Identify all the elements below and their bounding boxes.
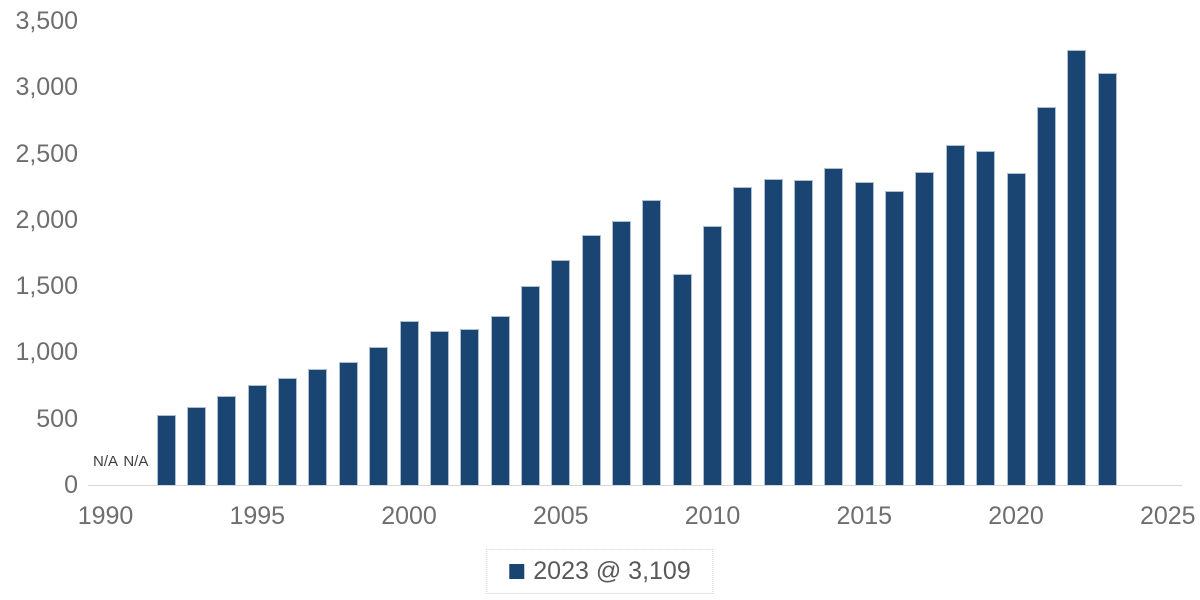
bar-2014: [824, 167, 844, 486]
y-tick-label: 500: [36, 404, 78, 433]
bar-1997: [308, 368, 328, 486]
legend-marker-icon: [509, 564, 525, 579]
legend-label: 2023 @ 3,109: [533, 557, 691, 585]
bar-2005: [551, 259, 571, 486]
bar-2022: [1067, 49, 1087, 486]
bar-2019: [976, 151, 996, 486]
bar-2007: [611, 220, 631, 486]
bar-2000: [399, 320, 419, 486]
bar-2002: [460, 329, 480, 486]
x-tick-label: 1990: [77, 502, 134, 530]
y-tick-label: 2,000: [15, 205, 78, 234]
bar-2004: [520, 286, 540, 486]
bar-2010: [703, 226, 722, 486]
na-data-label: N/A: [123, 453, 149, 470]
x-tick-label: 2010: [684, 502, 741, 530]
x-tick-label: 2000: [381, 502, 437, 530]
y-tick-label: 1,000: [15, 338, 78, 367]
bar-1995: [247, 385, 267, 486]
bar-1992: [156, 414, 176, 486]
bar-2018: [945, 144, 965, 486]
y-tick-label: 1,500: [15, 272, 78, 301]
x-tick-label: 2005: [532, 502, 589, 530]
bar-1999: [369, 346, 389, 486]
y-tick-label: 0: [64, 471, 78, 499]
bar-1994: [217, 395, 237, 486]
bar-2020: [1006, 172, 1026, 486]
x-tick-label: 2015: [836, 502, 893, 530]
legend: 2023 @ 3,109: [486, 549, 714, 594]
bar-2013: [794, 180, 814, 486]
x-tick-label: 1995: [229, 502, 286, 530]
bar-2012: [763, 179, 783, 486]
bar-2008: [642, 199, 662, 486]
x-tick-label: 2025: [1139, 502, 1196, 530]
na-data-label: N/A: [92, 453, 118, 470]
y-tick-label: 2,500: [15, 139, 78, 168]
bar-2003: [490, 315, 510, 486]
y-tick-label: 3,500: [15, 7, 78, 35]
y-tick-label: 3,000: [15, 73, 78, 102]
bar-2011: [733, 187, 753, 486]
bar-2006: [581, 235, 601, 486]
bar-1998: [338, 361, 358, 486]
x-tick-label: 2020: [988, 502, 1044, 530]
bar-2009: [672, 274, 692, 486]
bar-2021: [1036, 106, 1056, 486]
x-axis-line: [88, 485, 1182, 486]
bar-2001: [429, 331, 449, 486]
bar-1996: [278, 377, 298, 486]
bar-2015: [854, 182, 874, 486]
bar-1993: [187, 406, 207, 486]
bar-2017: [915, 171, 935, 486]
bar-2016: [885, 190, 905, 486]
bar-2023: [1097, 72, 1117, 486]
